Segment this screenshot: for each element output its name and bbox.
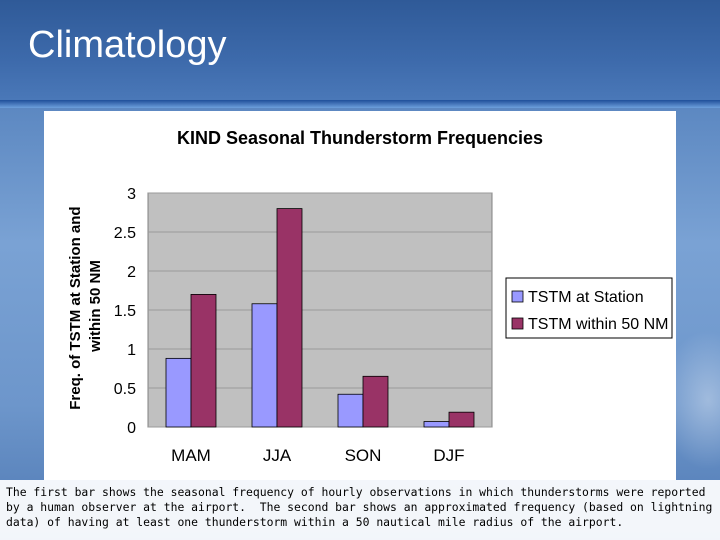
chart-title: KIND Seasonal Thunderstorm Frequencies	[177, 128, 543, 148]
bar-station-mam	[165, 357, 192, 428]
y-tick-label: 3	[127, 186, 136, 203]
bar-station-jja	[251, 303, 278, 428]
y-tick-label: 0.5	[114, 381, 136, 398]
bar-within-50nm-son	[362, 375, 389, 428]
bar-within-50nm-jja	[276, 208, 303, 428]
thunderstorm-chart: KIND Seasonal Thunderstorm Frequencies F…	[67, 128, 673, 465]
x-tick-label: JJA	[263, 446, 292, 465]
bar-station-son	[337, 393, 364, 428]
legend-swatch	[511, 290, 524, 303]
title-divider	[0, 100, 720, 108]
chart-caption: The first bar shows the seasonal frequen…	[6, 485, 720, 529]
legend-label: TSTM within 50 NM	[528, 316, 668, 333]
caption-background	[0, 480, 720, 540]
y-tick-label: 2.5	[114, 225, 136, 242]
y-axis-label: Freq. of TSTM at Station and within 50 N…	[67, 202, 104, 410]
y-tick-label: 0	[127, 420, 136, 437]
slide-title: Climatology	[28, 24, 227, 66]
legend-box	[505, 277, 673, 339]
x-tick-label: SON	[345, 446, 382, 465]
legend-swatch	[511, 317, 524, 330]
legend-label: TSTM at Station	[528, 289, 644, 306]
bar-within-50nm-mam	[190, 293, 217, 428]
x-tick-label: MAM	[171, 446, 211, 465]
title-band	[0, 0, 720, 100]
y-tick-label: 1.5	[114, 303, 136, 320]
bar-within-50nm-djf	[448, 411, 475, 428]
chart-panel: KIND Seasonal Thunderstorm Frequencies F…	[44, 111, 676, 480]
bar-station-djf	[423, 421, 450, 428]
y-tick-label: 2	[127, 264, 136, 281]
y-tick-label: 1	[127, 342, 136, 359]
x-tick-label: DJF	[433, 446, 464, 465]
